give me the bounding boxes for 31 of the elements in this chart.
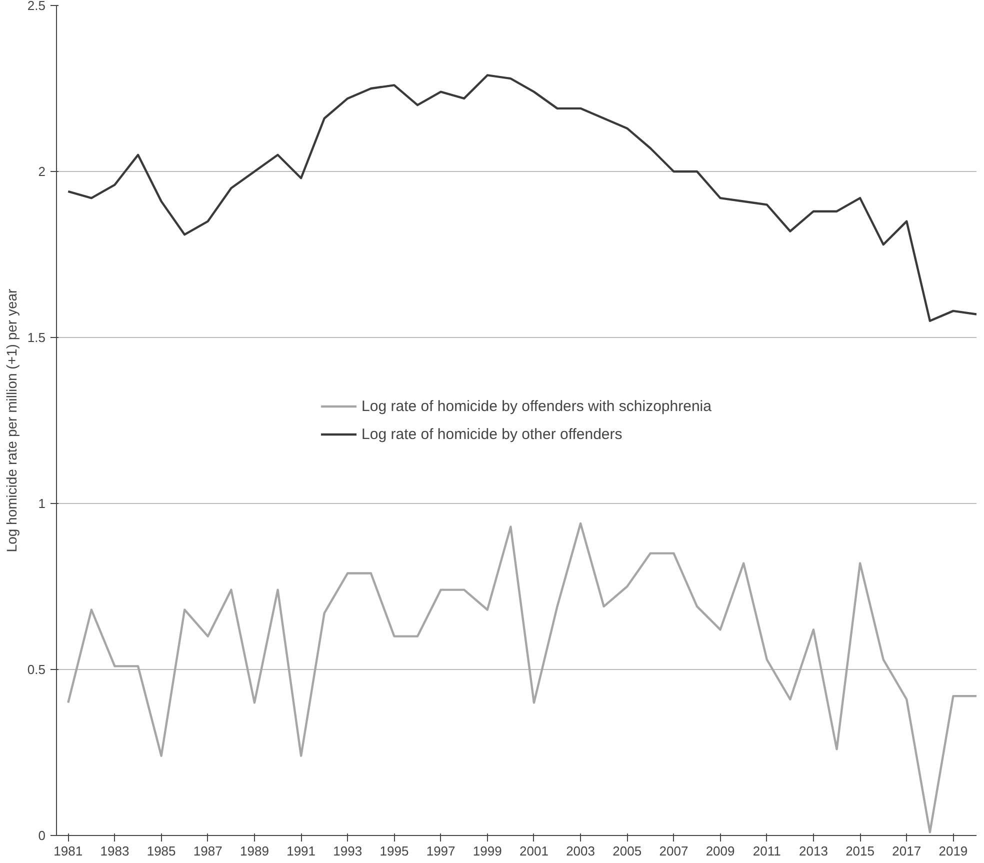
line-series <box>67 74 976 322</box>
x-tick-label: 2019 <box>938 844 968 858</box>
x-tick-label: 1985 <box>146 844 176 858</box>
x-tick-label: 1987 <box>193 844 222 858</box>
legend-label: Log rate of homicide by offenders with schizophrenia <box>362 398 712 414</box>
x-tick-label: 1981 <box>54 844 83 858</box>
legend-label: Log rate of homicide by other offenders <box>362 426 622 442</box>
x-tick-label: 1983 <box>100 844 130 858</box>
x-tick-label: 2009 <box>706 844 735 858</box>
x-tick-label: 2015 <box>846 844 875 858</box>
y-axis-title: Log homicide rate per million (+1) per year <box>3 288 20 552</box>
y-tick-label: 1 <box>38 496 46 511</box>
x-tick-label: 2007 <box>659 844 688 858</box>
x-tick-label: 2003 <box>566 844 596 858</box>
x-tick-label: 2011 <box>752 844 781 858</box>
x-tick-label: 2013 <box>799 844 828 858</box>
x-tick-label: 2005 <box>612 844 642 858</box>
x-tick-label: 1993 <box>333 844 362 858</box>
x-tick-label: 1995 <box>380 844 409 858</box>
y-tick-label: 0 <box>38 828 46 843</box>
x-tick-label: 1999 <box>472 844 502 858</box>
x-tick-label: 1991 <box>286 844 316 858</box>
y-tick-label: 2.5 <box>27 0 46 13</box>
y-tick-label: 0.5 <box>27 662 46 677</box>
x-tick-label: 2017 <box>892 844 922 858</box>
x-tick-label: 1997 <box>426 844 456 858</box>
y-tick-label: 1.5 <box>27 330 46 345</box>
x-tick-label: 1989 <box>240 844 269 858</box>
y-tick-label: 2 <box>38 164 46 179</box>
x-tick-label: 2001 <box>520 844 548 858</box>
line-series <box>67 522 976 834</box>
